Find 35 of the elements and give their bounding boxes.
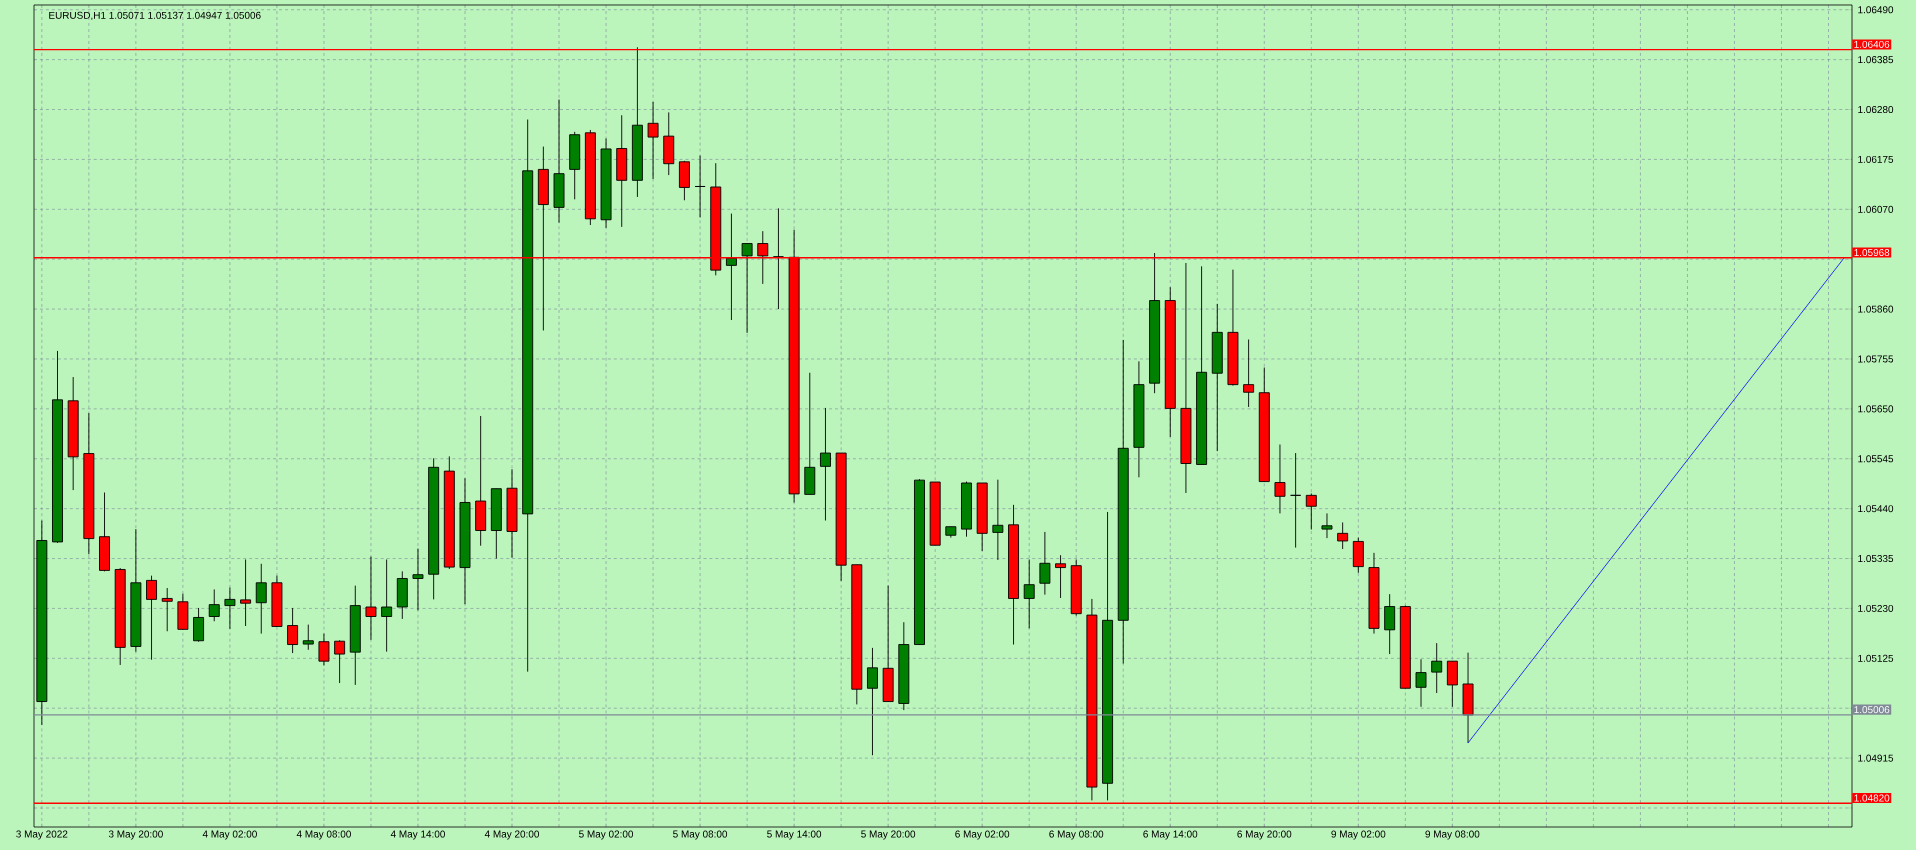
y-tick-label: 1.05335 — [1858, 555, 1894, 563]
y-tick-label: 1.04915 — [1858, 754, 1894, 762]
x-tick-label: 6 May 14:00 — [1143, 830, 1198, 840]
y-tick-label: 1.05125 — [1858, 654, 1894, 662]
x-tick-label: 4 May 08:00 — [296, 830, 351, 840]
x-tick-label: 4 May 20:00 — [484, 830, 540, 840]
y-tick-label: 1.06385 — [1858, 56, 1894, 64]
x-tick-label: 4 May 02:00 — [202, 830, 257, 840]
ref-line-label: 1.06406 — [1854, 40, 1890, 48]
x-tick-label: 9 May 02:00 — [1331, 830, 1386, 840]
ref-line-label: 1.05006 — [1854, 706, 1890, 714]
ref-line-label: 1.05968 — [1854, 249, 1890, 257]
y-tick-label: 1.05860 — [1858, 305, 1894, 313]
y-tick-label: 1.05755 — [1858, 355, 1894, 363]
x-tick-label: 3 May 2022 — [16, 830, 68, 840]
text: EURUSD,H1 1.05071 1.05137 1.04947 1.05006 — [49, 11, 261, 21]
y-tick-label: 1.05650 — [1858, 405, 1894, 413]
y-tick-label: 1.06175 — [1858, 155, 1894, 163]
y-tick-label: 1.06280 — [1858, 106, 1894, 114]
ref-line-label: 1.04820 — [1854, 794, 1890, 802]
y-tick-label: 1.05545 — [1858, 455, 1894, 463]
x-tick-label: 6 May 02:00 — [955, 830, 1010, 840]
x-tick-label: 5 May 20:00 — [861, 830, 916, 840]
y-tick-label: 1.05440 — [1858, 505, 1894, 513]
x-tick-label: 4 May 14:00 — [390, 830, 445, 840]
y-tick-label: 1.06070 — [1858, 205, 1894, 213]
x-tick-label: 5 May 02:00 — [579, 830, 634, 840]
x-tick-label: 6 May 08:00 — [1049, 830, 1104, 840]
x-tick-label: 3 May 20:00 — [108, 830, 163, 840]
x-tick-label: 6 May 20:00 — [1237, 830, 1292, 840]
x-tick-label: 5 May 14:00 — [767, 830, 822, 840]
y-tick-label: 1.05230 — [1858, 604, 1894, 612]
x-tick-label: 5 May 08:00 — [673, 830, 728, 840]
x-tick-label: 9 May 08:00 — [1425, 830, 1480, 840]
y-tick-label: 1.06490 — [1858, 6, 1894, 14]
